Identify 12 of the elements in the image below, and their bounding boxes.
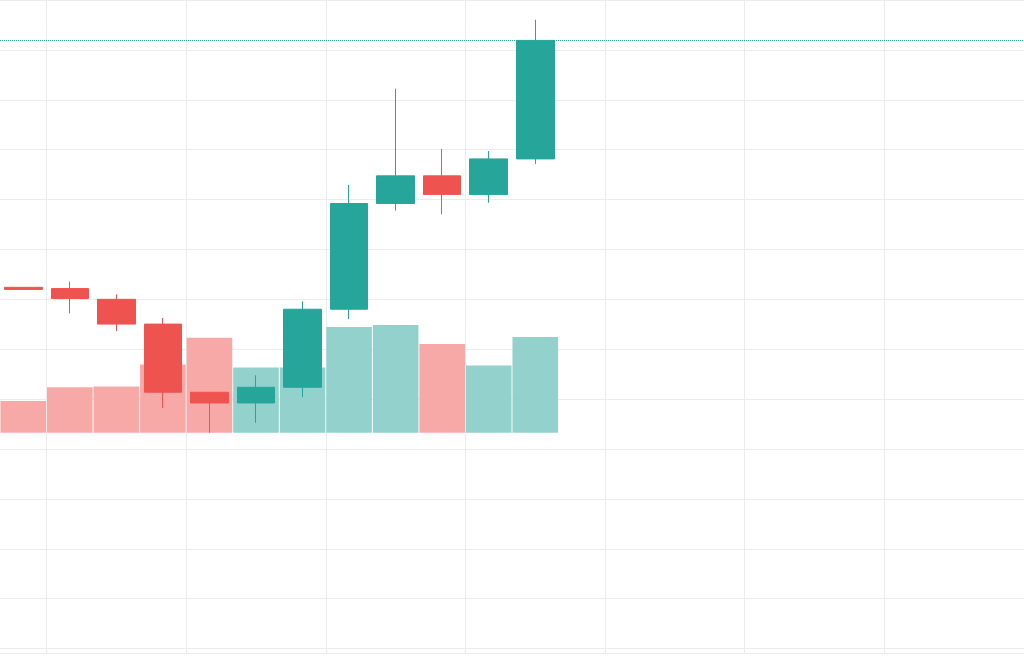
candlestick	[144, 317, 182, 409]
candlestick	[237, 374, 275, 424]
candlestick	[51, 281, 89, 314]
candlestick	[190, 391, 229, 434]
candlestick	[423, 148, 461, 215]
candlestick	[97, 293, 136, 332]
candlestick	[4, 286, 43, 290]
candlestick	[376, 88, 415, 212]
candlestick	[330, 184, 368, 320]
candlestick	[469, 150, 508, 204]
bar	[419, 343, 465, 433]
candlestick	[283, 300, 322, 398]
